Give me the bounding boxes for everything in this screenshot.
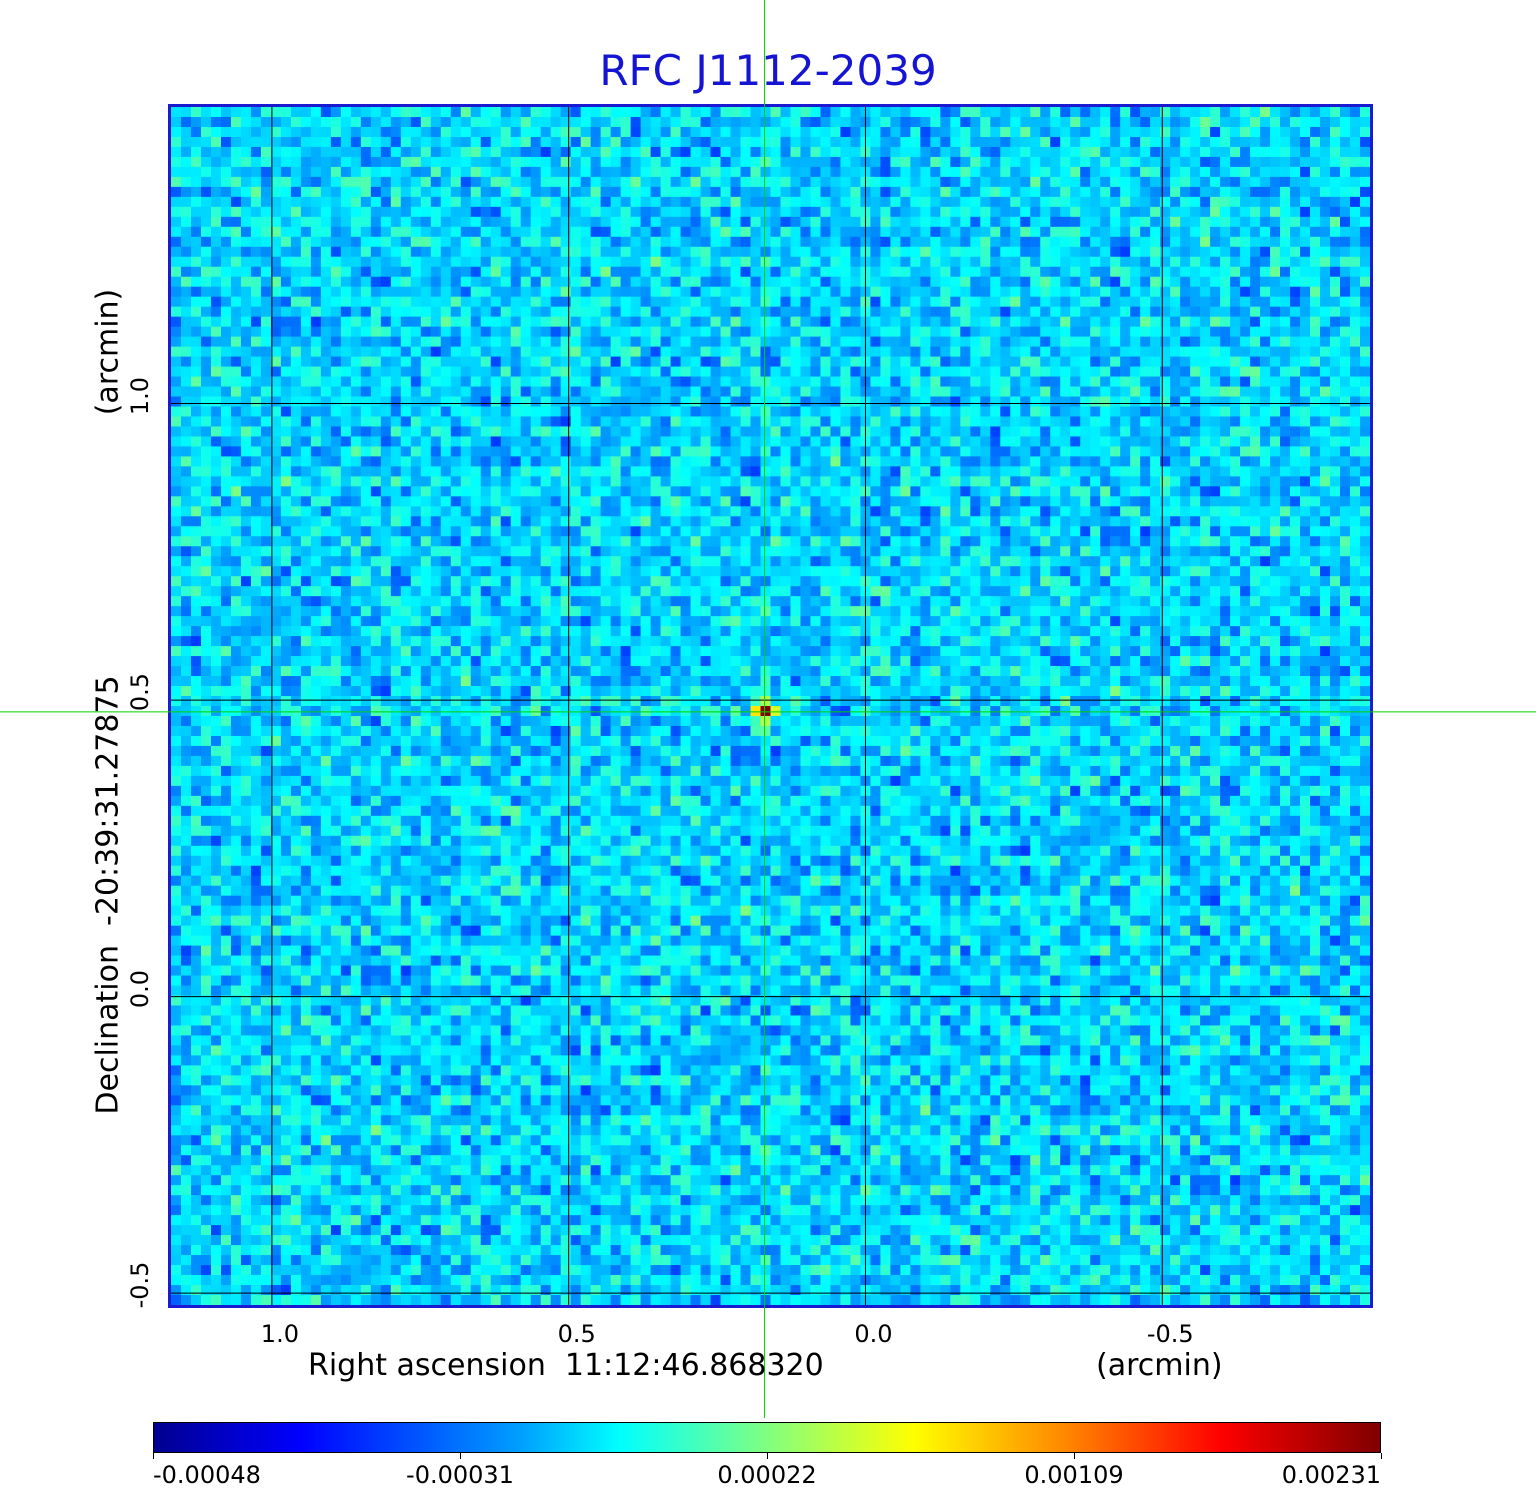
colorbar-tick-label: -0.00031 <box>406 1461 514 1489</box>
image-pixels <box>171 107 1370 1305</box>
x-tick-label: 1.0 <box>260 1320 299 1348</box>
colorbar-tick-label: 0.00022 <box>717 1461 817 1489</box>
plot-area <box>168 104 1373 1308</box>
colorbar-tick-mark <box>153 1453 154 1459</box>
colorbar <box>153 1422 1381 1453</box>
y-axis-unit: (arcmin) <box>90 288 126 416</box>
chart-title: RFC J1112-2039 <box>599 46 937 95</box>
x-axis-unit: (arcmin) <box>1096 1348 1223 1383</box>
y-tick-label: 0.0 <box>126 969 154 1008</box>
colorbar-tick-mark <box>767 1453 768 1459</box>
x-tick-label: 0.5 <box>557 1320 596 1348</box>
y-tick-label: -0.5 <box>126 1261 154 1309</box>
colorbar-tick-label: -0.00048 <box>153 1461 261 1489</box>
colorbar-tick-mark <box>1381 1453 1382 1459</box>
y-tick-label: 1.0 <box>126 376 154 415</box>
colorbar-tick-label: 0.00231 <box>1281 1461 1381 1489</box>
x-axis-label: Right ascension 11:12:46.868320 <box>308 1348 824 1383</box>
y-tick-label: 0.5 <box>126 672 154 712</box>
x-tick-label: -0.5 <box>1146 1320 1194 1348</box>
x-tick-label: 0.0 <box>854 1320 893 1348</box>
colorbar-tick-mark <box>1074 1453 1075 1459</box>
colorbar-tick-label: 0.00109 <box>1024 1461 1124 1489</box>
colorbar-tick-mark <box>460 1453 461 1459</box>
y-axis-label: Declination -20:39:31.27875 <box>90 675 126 1115</box>
